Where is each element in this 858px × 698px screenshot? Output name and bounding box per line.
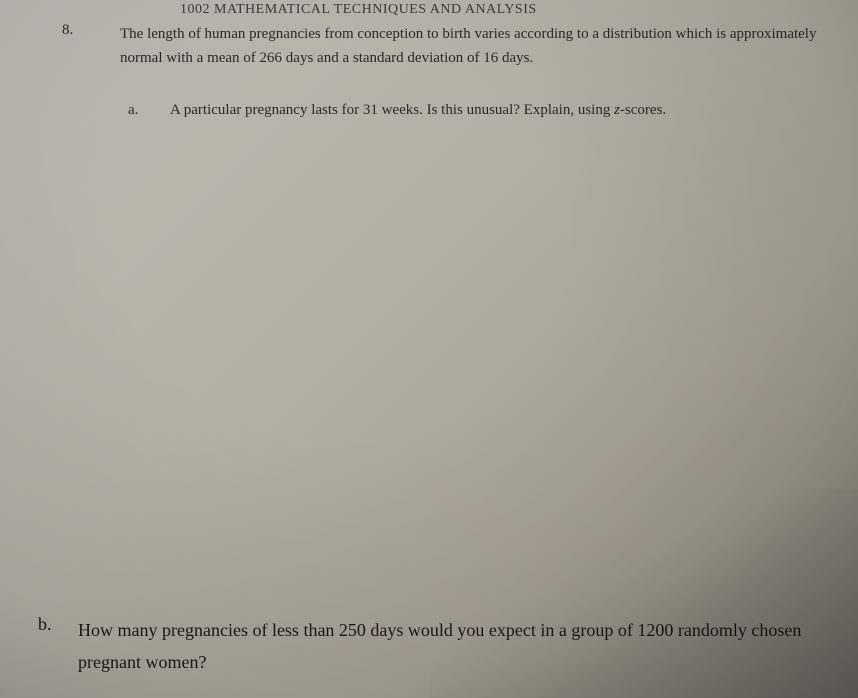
part-a-text-after: -scores.	[620, 102, 666, 118]
question-number: 8.	[62, 22, 73, 39]
part-a-label: a.	[128, 102, 138, 119]
document-page: 1002 MATHEMATICAL TECHNIQUES AND ANALYSI…	[0, 0, 858, 698]
part-b-label: b.	[38, 614, 52, 635]
part-b-text: How many pregnancies of less than 250 da…	[78, 614, 858, 679]
part-a-text-before: A particular pregnancy lasts for 31 week…	[170, 102, 614, 118]
part-a-text: A particular pregnancy lasts for 31 week…	[170, 102, 840, 119]
question-intro-text: The length of human pregnancies from con…	[120, 22, 820, 70]
header-title: 1002 MATHEMATICAL TECHNIQUES AND ANALYSI…	[180, 2, 537, 18]
